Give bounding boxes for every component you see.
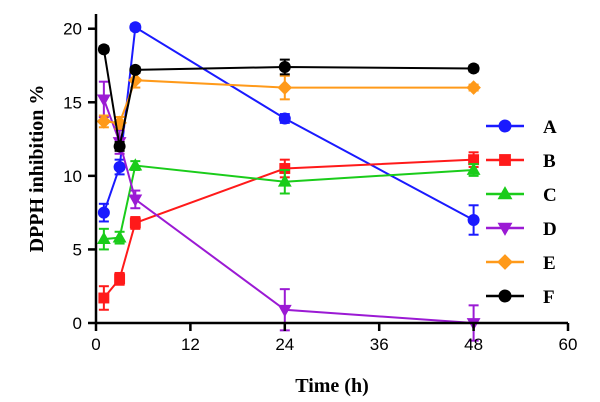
x-axis-title: Time (h) <box>295 375 369 397</box>
legend-label: D <box>543 219 557 240</box>
data-point <box>466 80 481 95</box>
y-tick-label: 0 <box>73 314 82 333</box>
legend-marker <box>497 186 513 200</box>
data-point <box>467 214 480 226</box>
legend-marker <box>497 254 513 270</box>
plot-area <box>96 21 481 342</box>
data-point <box>96 114 112 129</box>
legend-label: E <box>543 253 556 274</box>
data-point <box>112 230 127 243</box>
data-point <box>96 231 111 245</box>
legend-item-D: D <box>486 219 557 240</box>
x-tick-label: 36 <box>370 335 389 354</box>
data-point <box>97 43 110 56</box>
legend-marker <box>497 222 513 236</box>
y-tick-label: 5 <box>73 240 82 259</box>
data-point <box>129 21 142 34</box>
data-point <box>129 63 142 76</box>
x-tick-label: 0 <box>91 335 100 354</box>
data-point <box>96 94 111 107</box>
data-point <box>277 80 293 95</box>
series-F <box>97 43 480 153</box>
y-tick-label: 10 <box>63 167 82 186</box>
legend-marker <box>498 119 512 133</box>
x-tick-label: 60 <box>559 335 578 354</box>
legend-marker <box>498 289 512 303</box>
legend-label: C <box>543 185 557 206</box>
data-point <box>113 140 126 153</box>
y-tick-label: 20 <box>63 20 82 39</box>
series-line <box>103 158 474 299</box>
legend-label: B <box>543 151 556 172</box>
legend-item-C: C <box>486 185 557 206</box>
data-point <box>97 206 110 219</box>
y-tick-label: 15 <box>63 93 82 112</box>
data-point <box>277 304 292 318</box>
legend-label: F <box>543 287 555 308</box>
legend-item-F: F <box>486 287 555 308</box>
data-point <box>114 273 126 285</box>
series-A <box>97 21 480 236</box>
data-point <box>129 217 141 229</box>
series-B <box>98 151 480 311</box>
axes: 0 12 24 36 48 60 0 5 10 15 20 <box>63 14 577 354</box>
y-ticks: 0 5 10 15 20 <box>63 20 96 333</box>
data-point <box>466 162 481 175</box>
y-axis-title: DPPH inhibition % <box>26 85 48 253</box>
data-point <box>128 194 143 207</box>
data-point <box>113 161 126 174</box>
x-ticks: 0 12 24 36 48 60 <box>91 323 577 354</box>
data-point <box>277 174 292 187</box>
legend-item-B: B <box>486 151 556 172</box>
legend-label: A <box>543 117 557 138</box>
data-point <box>278 112 291 125</box>
x-tick-label: 12 <box>181 335 200 354</box>
legend-item-E: E <box>486 253 556 274</box>
legend-marker <box>499 154 511 166</box>
series-D <box>96 80 481 342</box>
data-point <box>128 158 143 171</box>
data-point <box>467 62 480 75</box>
legend-item-A: A <box>486 117 557 138</box>
x-tick-label: 24 <box>275 335 294 354</box>
data-point <box>98 292 110 304</box>
x-tick-label: 48 <box>464 335 483 354</box>
data-point <box>278 60 291 73</box>
series-C <box>96 158 481 251</box>
